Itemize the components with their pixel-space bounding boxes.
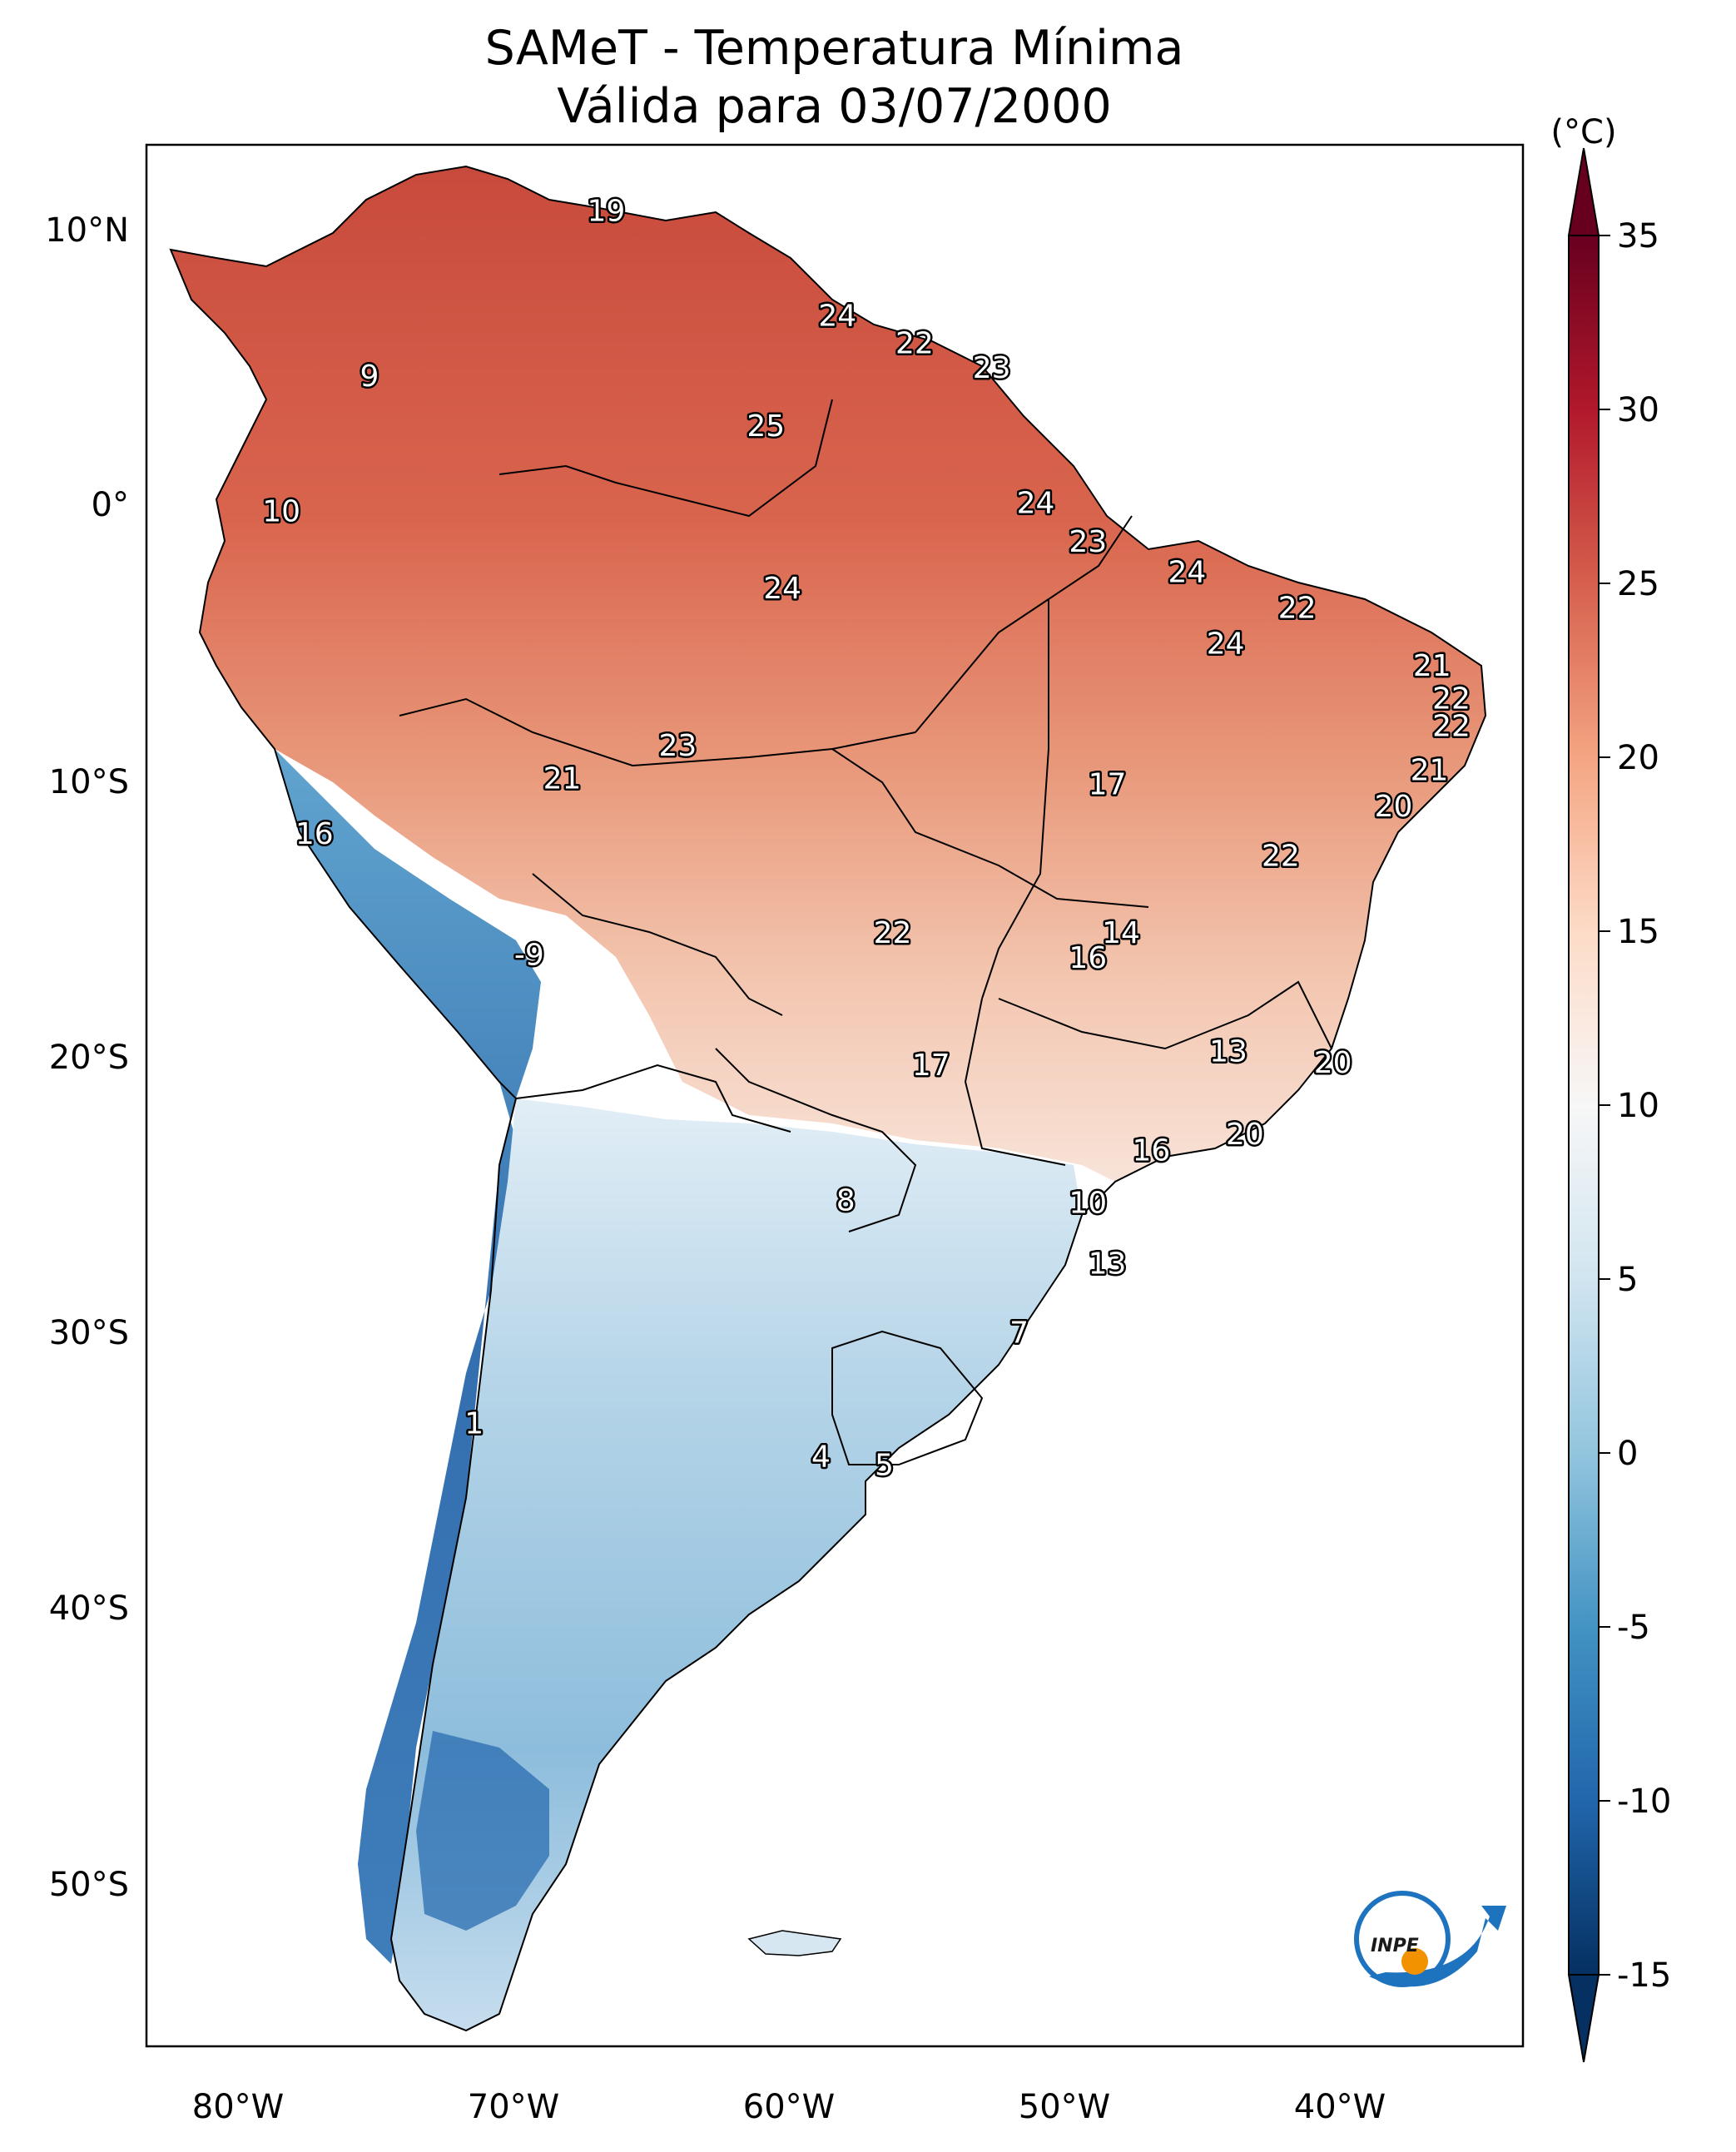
colorbar-tick-label: -15 bbox=[1617, 1956, 1671, 1995]
station-value-label: 4 bbox=[811, 1440, 831, 1474]
lon-tick-label: 70°W bbox=[468, 2088, 559, 2126]
station-value-label: 1 bbox=[464, 1407, 484, 1441]
station-value-label: 8 bbox=[836, 1183, 856, 1217]
logo-orange-dot-icon bbox=[1401, 1948, 1428, 1975]
continent-north bbox=[171, 166, 1486, 1182]
station-value-label: 22 bbox=[874, 916, 912, 950]
station-value-label: 17 bbox=[1089, 767, 1127, 801]
colorbar-tick-label: 20 bbox=[1617, 739, 1659, 777]
station-value-label: 14 bbox=[1102, 916, 1140, 950]
station-value-label: 22 bbox=[1432, 682, 1471, 717]
colorbar-tick-label: 5 bbox=[1617, 1261, 1638, 1299]
lon-tick-label: 80°W bbox=[192, 2088, 284, 2126]
station-value-label: 22 bbox=[1262, 839, 1300, 873]
colorbar-body bbox=[1568, 235, 1600, 1976]
colorbar-tick-label: 30 bbox=[1617, 391, 1659, 429]
colorbar-ticks: 35 30 25 20 15 10 5 0 -5 -10 -15 bbox=[1599, 217, 1671, 1995]
lon-tick-label: 50°W bbox=[1019, 2088, 1110, 2126]
station-value-label: 23 bbox=[658, 729, 697, 763]
colorbar-tick-label: 15 bbox=[1617, 913, 1659, 951]
colorbar-tick-label: -5 bbox=[1617, 1609, 1650, 1647]
continent-south bbox=[391, 1098, 1082, 2031]
station-value-label: 23 bbox=[973, 351, 1011, 385]
station-value-label: 24 bbox=[763, 572, 801, 606]
station-value-label: 16 bbox=[1132, 1134, 1170, 1168]
falkland-islands bbox=[747, 1930, 842, 1956]
chart-title: SAMeT - Temperatura Mínima bbox=[484, 21, 1184, 76]
andes-cold bbox=[275, 749, 541, 1964]
inpe-logo: INPE bbox=[1354, 1891, 1506, 1987]
colorbar-tick-label: 0 bbox=[1617, 1435, 1638, 1473]
station-value-label: 16 bbox=[1069, 941, 1107, 975]
station-value-label: 13 bbox=[1089, 1247, 1127, 1282]
logo-arrow-icon bbox=[1369, 1906, 1506, 1987]
lat-tick-label: 50°S bbox=[49, 1866, 129, 1904]
colorbar-bottom-triangle bbox=[1567, 1974, 1600, 2063]
station-value-label: 7 bbox=[1009, 1316, 1029, 1350]
map-frame bbox=[145, 143, 1525, 2048]
latitude-ticks: 10°N 0° 10°S 20°S 30°S 40°S 50°S bbox=[45, 211, 129, 1904]
lat-tick-label: 10°N bbox=[45, 211, 129, 250]
colorbar: (°C) 35 30 25 20 15 10 5 0 -5 -10 -15 bbox=[1550, 113, 1671, 2063]
colorbar-unit-label: (°C) bbox=[1550, 113, 1616, 151]
lat-tick-label: 10°S bbox=[49, 763, 129, 801]
station-value-label: 21 bbox=[1411, 754, 1449, 788]
station-value-label: 22 bbox=[895, 326, 934, 360]
station-value-label: 23 bbox=[1069, 525, 1107, 559]
station-value-label: 25 bbox=[746, 409, 785, 444]
colorbar-tick-label: 35 bbox=[1617, 217, 1659, 255]
station-value-label: 9 bbox=[360, 359, 379, 394]
station-value-label: 24 bbox=[1017, 487, 1055, 521]
colorbar-tick-label: 25 bbox=[1617, 565, 1659, 603]
patagonia-cold bbox=[416, 1731, 549, 1931]
station-value-label: 24 bbox=[1207, 627, 1245, 661]
station-value-label: 17 bbox=[912, 1049, 950, 1083]
station-value-label: 19 bbox=[587, 195, 625, 229]
station-value-label: 16 bbox=[295, 817, 334, 851]
colorbar-tick-label: -10 bbox=[1617, 1783, 1671, 1821]
logo-text: INPE bbox=[1371, 1936, 1419, 1956]
station-value-label: 13 bbox=[1209, 1035, 1247, 1069]
station-value-label: 22 bbox=[1432, 710, 1471, 744]
lat-tick-label: 30°S bbox=[49, 1314, 129, 1352]
colorbar-top-triangle bbox=[1567, 147, 1600, 236]
station-value-label: 20 bbox=[1226, 1118, 1264, 1152]
station-value-label: -9 bbox=[514, 939, 544, 973]
station-value-label: 24 bbox=[1168, 555, 1206, 589]
station-value-label: 24 bbox=[818, 299, 856, 333]
lat-tick-label: 20°S bbox=[49, 1039, 129, 1077]
station-value-label: 20 bbox=[1314, 1046, 1352, 1080]
station-value-label: 21 bbox=[543, 762, 582, 796]
station-value-label: 21 bbox=[1413, 649, 1451, 683]
lon-tick-label: 40°W bbox=[1294, 2088, 1386, 2126]
lat-tick-label: 0° bbox=[92, 486, 129, 524]
longitude-ticks: 80°W 70°W 60°W 50°W 40°W bbox=[192, 2088, 1386, 2126]
lat-tick-label: 40°S bbox=[49, 1589, 129, 1628]
station-value-label: 22 bbox=[1278, 591, 1317, 625]
colorbar-tick-label: 10 bbox=[1617, 1087, 1659, 1125]
station-value-label: 20 bbox=[1375, 790, 1413, 824]
lon-tick-label: 60°W bbox=[743, 2088, 835, 2126]
station-value-label: 10 bbox=[262, 494, 300, 528]
station-value-label: 5 bbox=[875, 1448, 894, 1482]
country-borders bbox=[169, 165, 1487, 2032]
chart-subtitle: Válida para 03/07/2000 bbox=[557, 79, 1112, 134]
station-value-label: 10 bbox=[1069, 1187, 1107, 1221]
